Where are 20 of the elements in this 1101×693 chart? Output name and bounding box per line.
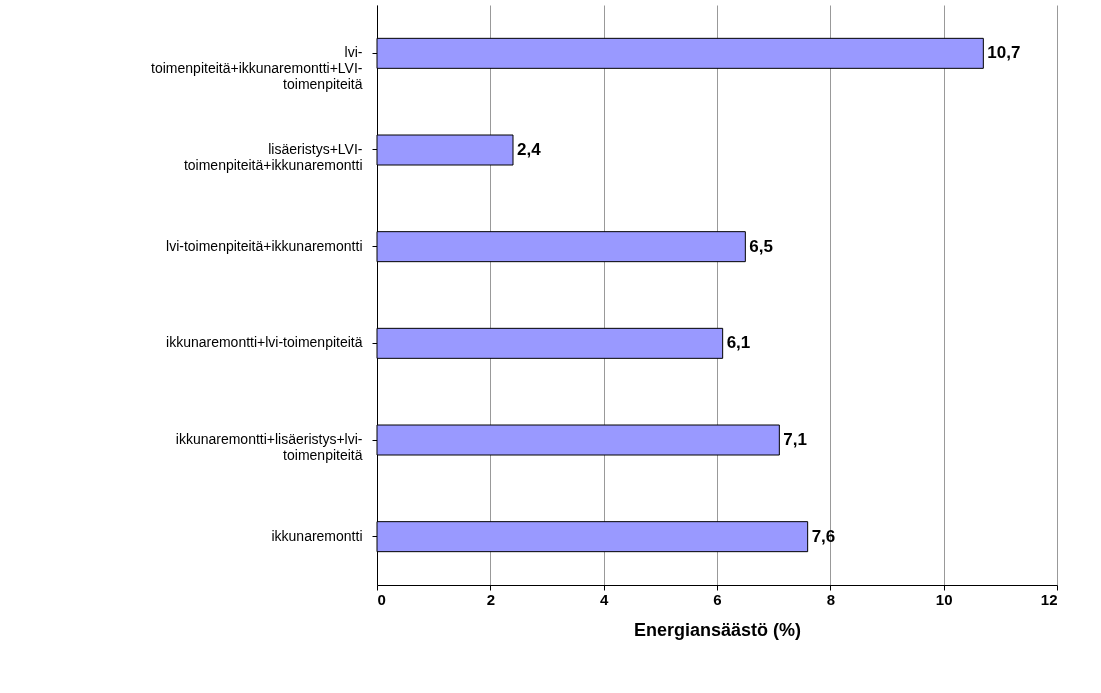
x-tick-label: 8 [826,590,836,608]
x-axis-title: Energiansäästö (%) [633,619,802,640]
y-tick-label: ikkunaremontti+lvi-toimenpiteitä [166,334,363,351]
data-label: 2,4 [517,140,542,159]
x-tick-label: 6 [713,590,722,608]
data-label: 6,1 [726,333,751,353]
x-tick-label: 2 [486,590,496,608]
x-tick-label: 10 [935,590,953,608]
y-tick-label: lvi-toimenpiteitä+ikkunaremontti+LVI-toimenpiteitä [151,44,363,93]
data-label: 7,6 [811,526,836,546]
x-tick-label: 0 [377,590,386,608]
x-tick-label: 4 [599,590,609,608]
data-label: 10,7 [987,43,1021,63]
x-tick-label: 12 [1040,590,1058,608]
data-label: 6,5 [749,236,773,256]
y-tick-label: ikkunaremontti [271,527,363,544]
y-tick-label: ikkunaremontti+lisäeristys+lvi-toimenpiteitä [175,431,363,463]
data-label: 7,1 [783,430,807,449]
y-tick-label: lvi-toimenpiteitä+ikkunaremontti [166,237,363,254]
y-tick-label: lisäeristys+LVI-toimenpiteitä+ikkunaremontti [183,141,363,173]
